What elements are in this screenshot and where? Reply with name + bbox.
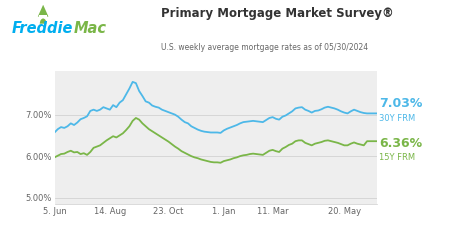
Text: U.S. weekly average mortgage rates as of 05/30/2024: U.S. weekly average mortgage rates as of…: [161, 43, 368, 52]
Text: 30Y FRM: 30Y FRM: [379, 114, 415, 123]
Text: 7.03%: 7.03%: [379, 97, 423, 110]
Text: 15Y FRM: 15Y FRM: [379, 153, 415, 162]
Text: Mac: Mac: [73, 21, 107, 36]
Polygon shape: [39, 15, 47, 28]
Wedge shape: [40, 18, 46, 24]
Polygon shape: [38, 5, 48, 17]
Text: 6.36%: 6.36%: [379, 137, 422, 150]
Text: Freddie: Freddie: [12, 21, 73, 36]
Text: Primary Mortgage Market Survey®: Primary Mortgage Market Survey®: [161, 7, 394, 20]
